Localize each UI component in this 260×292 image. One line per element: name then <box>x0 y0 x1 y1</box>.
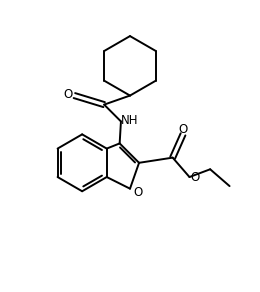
Text: O: O <box>191 171 200 184</box>
Text: O: O <box>178 123 188 136</box>
Text: O: O <box>133 186 142 199</box>
Text: O: O <box>63 88 73 101</box>
Text: NH: NH <box>120 114 138 127</box>
